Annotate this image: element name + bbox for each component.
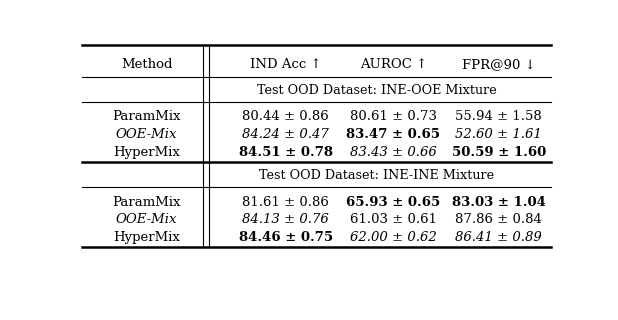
Text: 81.61 ± 0.86: 81.61 ± 0.86 — [242, 196, 329, 209]
Text: OOE-Mix: OOE-Mix — [116, 128, 177, 141]
Text: FPR@90 ↓: FPR@90 ↓ — [462, 58, 536, 71]
Text: Test OOD Dataset: INE-OOE Mixture: Test OOD Dataset: INE-OOE Mixture — [256, 84, 496, 97]
Text: 87.86 ± 0.84: 87.86 ± 0.84 — [455, 213, 542, 226]
Text: 52.60 ± 1.61: 52.60 ± 1.61 — [455, 128, 542, 141]
Text: 80.44 ± 0.86: 80.44 ± 0.86 — [242, 110, 329, 123]
Text: 86.41 ± 0.89: 86.41 ± 0.89 — [455, 231, 542, 244]
Text: Test OOD Dataset: INE-INE Mixture: Test OOD Dataset: INE-INE Mixture — [259, 169, 494, 182]
Text: 84.24 ± 0.47: 84.24 ± 0.47 — [242, 128, 329, 141]
Text: 50.59 ± 1.60: 50.59 ± 1.60 — [452, 146, 546, 159]
Text: OOE-Mix: OOE-Mix — [116, 213, 177, 226]
Text: 83.03 ± 1.04: 83.03 ± 1.04 — [452, 196, 546, 209]
Text: AUROC ↑: AUROC ↑ — [360, 58, 427, 71]
Text: ParamMix: ParamMix — [112, 110, 181, 123]
Text: ParamMix: ParamMix — [112, 196, 181, 209]
Text: 80.61 ± 0.73: 80.61 ± 0.73 — [350, 110, 437, 123]
Text: 55.94 ± 1.58: 55.94 ± 1.58 — [455, 110, 542, 123]
Text: 84.46 ± 0.75: 84.46 ± 0.75 — [239, 231, 332, 244]
Text: 65.93 ± 0.65: 65.93 ± 0.65 — [346, 196, 441, 209]
Text: 83.47 ± 0.65: 83.47 ± 0.65 — [346, 128, 441, 141]
Text: IND Acc ↑: IND Acc ↑ — [250, 58, 321, 71]
Text: 61.03 ± 0.61: 61.03 ± 0.61 — [350, 213, 437, 226]
Text: HyperMix: HyperMix — [113, 231, 180, 244]
Text: HyperMix: HyperMix — [113, 146, 180, 159]
Text: 83.43 ± 0.66: 83.43 ± 0.66 — [350, 146, 437, 159]
Text: 84.51 ± 0.78: 84.51 ± 0.78 — [239, 146, 332, 159]
Text: 84.13 ± 0.76: 84.13 ± 0.76 — [242, 213, 329, 226]
Text: Method: Method — [121, 58, 172, 71]
Text: 62.00 ± 0.62: 62.00 ± 0.62 — [350, 231, 437, 244]
